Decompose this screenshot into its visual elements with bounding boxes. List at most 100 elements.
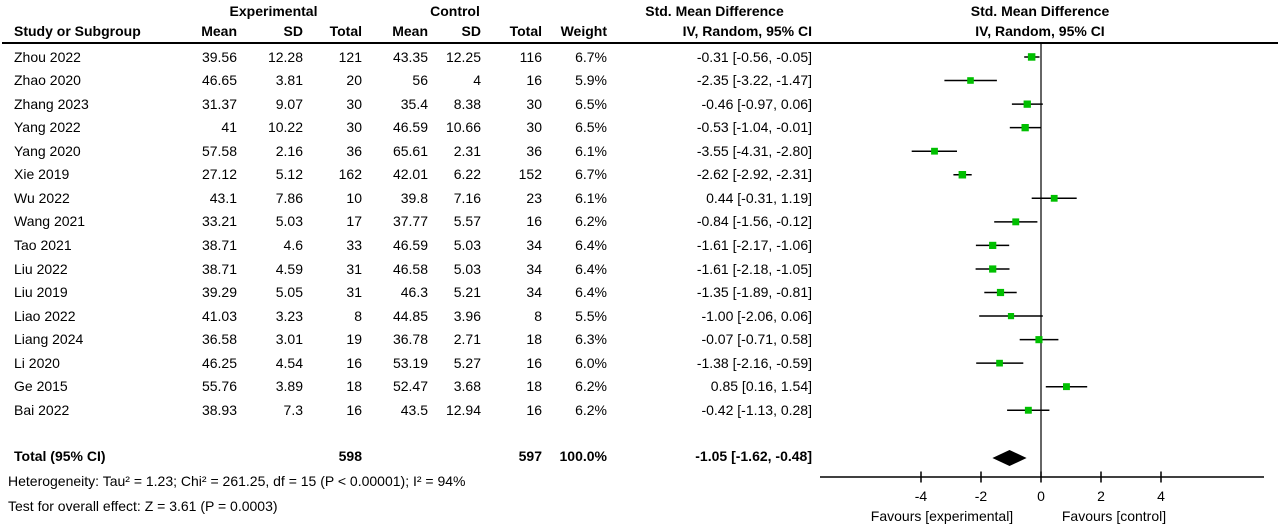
total-weight: 100.0%	[559, 448, 607, 464]
plot-title: Std. Mean Difference	[970, 3, 1110, 19]
study-name: Liu 2022	[14, 260, 68, 277]
forest-plot: -4 -2 0 2 4 Favours [experimental] Favours [co…	[820, 44, 1264, 524]
study-row: Liu 2022 38.71 4.59 31 46.58 5.03 34 6.4…	[0, 258, 812, 281]
study-row: Wang 2021 33.21 5.03 17 37.77 5.57 16 6.…	[0, 210, 812, 233]
study-row: Yang 2020 57.58 2.16 36 65.61 2.31 36 6.…	[0, 140, 812, 163]
exp-mean: 41	[221, 119, 237, 136]
iv-column-header: IV, Random, 95% CI	[682, 23, 812, 39]
effect-marker	[1021, 124, 1029, 132]
study-weight: 6.1%	[575, 189, 607, 206]
study-name: Wang 2021	[14, 213, 86, 230]
ctl-sd: 7.16	[453, 189, 481, 206]
exp-mean: 39.56	[201, 48, 237, 65]
exp-sd: 4.59	[275, 260, 303, 277]
exp-total: 31	[346, 260, 362, 277]
summary-diamond	[992, 450, 1027, 466]
effect-marker	[996, 359, 1003, 367]
ctl-total: 16	[526, 401, 542, 418]
ctl-sd: 3.96	[453, 307, 481, 324]
study-weight: 6.7%	[575, 48, 607, 65]
study-smd-ci: -1.38 [-2.16, -0.59]	[696, 354, 812, 371]
study-weight: 6.1%	[575, 142, 607, 159]
ctl-sd: 8.38	[453, 95, 481, 112]
study-weight: 5.9%	[575, 72, 607, 88]
study-name: Bai 2022	[14, 401, 70, 418]
exp-total: 121	[338, 48, 362, 65]
study-weight: 6.5%	[575, 119, 607, 136]
effect-marker	[1023, 100, 1031, 108]
effect-marker	[1035, 336, 1043, 344]
exp-mean: 33.21	[201, 213, 237, 230]
ctl-mean: 36.78	[392, 331, 428, 348]
effect-marker	[1027, 53, 1036, 61]
plot-subtitle: IV, Random, 95% CI	[975, 23, 1105, 39]
study-row: Wu 2022 43.1 7.86 10 39.8 7.16 23 6.1% 0…	[0, 187, 812, 210]
exp-mean: 36.58	[201, 331, 237, 348]
ctl-total: 16	[526, 72, 542, 88]
exp-total: 18	[346, 378, 362, 395]
ctl-mean: 42.01	[392, 166, 428, 183]
ctl-sd: 5.27	[453, 354, 481, 371]
study-row: Zhou 2022 39.56 12.28 121 43.35 12.25 11…	[0, 46, 812, 69]
effect-marker	[931, 147, 938, 155]
ctl-total: 16	[526, 354, 542, 371]
study-name: Yang 2022	[14, 119, 81, 136]
exp-sd: 5.05	[275, 284, 303, 300]
exp-sd: 7.3	[283, 401, 303, 418]
exp-sd: 10.22	[267, 119, 303, 136]
exp-sd: 7.86	[275, 189, 303, 206]
study-weight: 6.2%	[575, 401, 607, 418]
exp-mean-header: Mean	[201, 23, 237, 39]
ctl-mean: 46.59	[392, 119, 428, 136]
ctl-mean: 56	[412, 72, 428, 88]
study-name: Liu 2019	[14, 284, 68, 300]
study-weight: 5.5%	[575, 307, 607, 324]
study-smd-ci: 0.85 [0.16, 1.54]	[710, 378, 812, 395]
header-divider	[2, 42, 1278, 44]
ctl-total: 116	[519, 48, 542, 65]
smd-column-group-header: Std. Mean Difference	[645, 3, 784, 19]
exp-mean: 57.58	[201, 142, 237, 159]
study-smd-ci: -1.35 [-1.89, -0.81]	[696, 284, 812, 300]
effect-marker	[1024, 406, 1032, 414]
study-weight: 6.2%	[575, 213, 607, 230]
exp-sd: 4.6	[283, 236, 303, 253]
study-row: Ge 2015 55.76 3.89 18 52.47 3.68 18 6.2%…	[0, 375, 812, 398]
ctl-mean: 53.19	[392, 354, 428, 371]
study-name: Zhang 2023	[14, 95, 89, 112]
ctl-mean: 35.4	[400, 95, 428, 112]
study-smd-ci: 0.44 [-0.31, 1.19]	[706, 189, 812, 206]
axis-tick-label: 4	[1157, 488, 1165, 504]
ctl-total: 18	[526, 378, 542, 395]
exp-sd-header: SD	[283, 23, 303, 39]
exp-mean: 27.12	[201, 166, 237, 183]
total-label: Total (95% CI)	[14, 448, 106, 464]
exp-sd: 2.16	[275, 142, 303, 159]
ctl-sd: 12.94	[445, 401, 481, 418]
ctl-total: 18	[526, 331, 542, 348]
ctl-sd: 6.22	[453, 166, 481, 183]
exp-sd: 3.01	[275, 331, 303, 348]
ctl-sd: 5.03	[453, 236, 481, 253]
ctl-sd: 2.31	[453, 142, 481, 159]
effect-marker	[989, 241, 997, 249]
ctl-mean: 46.59	[392, 236, 428, 253]
study-smd-ci: -0.31 [-0.56, -0.05]	[696, 48, 812, 65]
exp-total: 162	[338, 166, 362, 183]
ctl-total: 30	[526, 95, 542, 112]
axis-tick-label: -2	[975, 488, 988, 504]
study-weight: 6.4%	[575, 284, 607, 300]
ctl-sd: 5.03	[453, 260, 481, 277]
ctl-sd-header: SD	[461, 23, 481, 39]
effect-marker	[1063, 383, 1070, 391]
exp-mean: 41.03	[201, 307, 237, 324]
exp-total: 30	[346, 119, 362, 136]
ctl-sd: 10.66	[445, 119, 481, 136]
study-row: Zhao 2020 46.65 3.81 20 56 4 16 5.9% -2.…	[0, 69, 812, 92]
exp-mean: 38.71	[201, 236, 237, 253]
study-name: Tao 2021	[14, 236, 72, 253]
study-smd-ci: -1.61 [-2.17, -1.06]	[696, 236, 812, 253]
ctl-total: 16	[526, 213, 542, 230]
study-smd-ci: -0.84 [-1.56, -0.12]	[696, 213, 812, 230]
study-name: Zhao 2020	[14, 72, 81, 88]
